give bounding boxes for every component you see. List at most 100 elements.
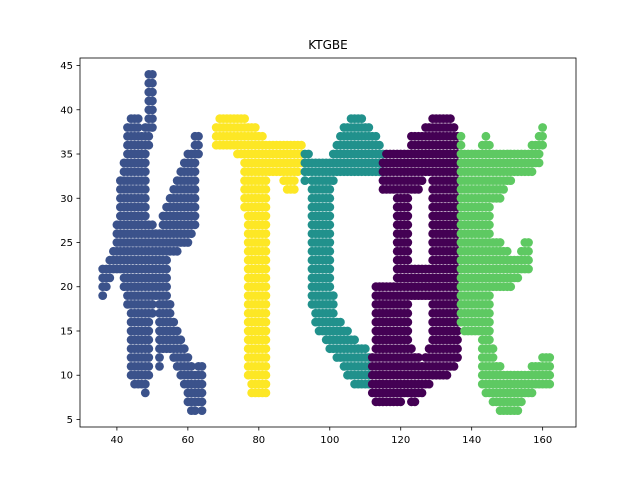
data-point — [506, 176, 516, 186]
x-tick-label: 140 — [462, 435, 481, 446]
data-point — [190, 406, 200, 415]
data-point — [187, 229, 196, 239]
data-point — [183, 238, 193, 247]
data-point — [190, 158, 200, 168]
data-point — [194, 131, 203, 141]
data-point — [499, 185, 508, 194]
data-point — [325, 282, 335, 292]
data-point — [513, 406, 523, 415]
data-point — [403, 255, 413, 265]
data-point — [524, 238, 533, 247]
data-point — [261, 193, 271, 203]
data-point — [261, 282, 271, 292]
data-point — [148, 114, 157, 123]
data-point — [240, 114, 250, 123]
data-point — [144, 362, 154, 371]
data-point — [261, 388, 271, 398]
data-point — [538, 140, 547, 150]
data-point — [453, 326, 462, 336]
data-point — [325, 202, 335, 212]
data-point — [325, 273, 335, 283]
data-point — [545, 379, 555, 389]
data-point — [261, 264, 271, 274]
data-point — [485, 229, 494, 239]
y-tick-label: 20 — [60, 282, 73, 293]
data-point — [289, 176, 299, 186]
data-point — [148, 87, 157, 97]
data-point — [261, 291, 271, 300]
data-point — [261, 370, 271, 380]
data-point — [485, 202, 494, 212]
data-point — [403, 300, 413, 309]
data-point — [446, 114, 455, 123]
data-point — [261, 300, 271, 309]
data-point — [375, 140, 384, 150]
data-point — [485, 300, 494, 309]
data-point — [488, 353, 498, 362]
data-point — [403, 335, 413, 345]
y-axis: 5 10 15 20 25 30 35 40 45 — [60, 61, 80, 426]
series-2 — [300, 114, 388, 389]
data-point — [289, 185, 299, 194]
data-point — [371, 131, 381, 141]
data-point — [527, 388, 537, 398]
data-point — [140, 149, 150, 159]
data-point — [325, 193, 335, 203]
data-point — [162, 255, 172, 265]
data-point — [300, 176, 310, 186]
data-point — [485, 308, 494, 318]
data-point — [396, 397, 406, 407]
data-point — [190, 176, 200, 186]
data-point — [144, 344, 154, 354]
data-point — [325, 246, 335, 256]
data-point — [403, 193, 413, 203]
data-point — [453, 353, 462, 362]
data-point — [350, 335, 359, 345]
data-point — [148, 78, 157, 88]
series-4 — [456, 123, 555, 415]
data-point — [495, 238, 505, 247]
data-point — [410, 397, 420, 407]
data-point — [325, 185, 335, 194]
data-point — [403, 246, 413, 256]
data-point — [424, 379, 434, 389]
data-point — [172, 326, 182, 336]
data-point — [325, 238, 335, 247]
data-point — [162, 282, 172, 292]
data-point — [144, 140, 154, 150]
data-point — [524, 264, 533, 274]
data-point — [328, 300, 338, 309]
data-point — [517, 397, 526, 407]
data-point — [261, 379, 271, 389]
data-point — [190, 193, 200, 203]
data-point — [534, 149, 544, 159]
series-3 — [367, 114, 462, 407]
data-point — [261, 185, 271, 194]
data-point — [183, 353, 193, 362]
data-point — [403, 211, 413, 221]
data-point — [495, 362, 505, 371]
data-point — [485, 335, 494, 345]
data-point — [449, 123, 459, 132]
data-point — [524, 255, 533, 265]
data-point — [506, 282, 516, 292]
data-point — [162, 264, 172, 274]
data-point — [197, 406, 207, 415]
y-tick-label: 45 — [60, 61, 73, 72]
data-point — [144, 335, 154, 345]
data-point — [148, 308, 157, 318]
data-point — [261, 220, 271, 230]
y-tick-label: 35 — [60, 150, 73, 161]
data-point — [148, 70, 157, 79]
data-point — [293, 167, 303, 177]
data-point — [325, 220, 335, 230]
y-tick-label: 40 — [60, 105, 73, 116]
data-point — [403, 229, 413, 239]
data-point — [148, 300, 157, 309]
data-point — [190, 220, 200, 230]
data-point — [414, 353, 423, 362]
data-point — [485, 291, 494, 300]
data-point — [140, 202, 150, 212]
data-point — [485, 317, 494, 327]
data-point — [261, 362, 271, 371]
